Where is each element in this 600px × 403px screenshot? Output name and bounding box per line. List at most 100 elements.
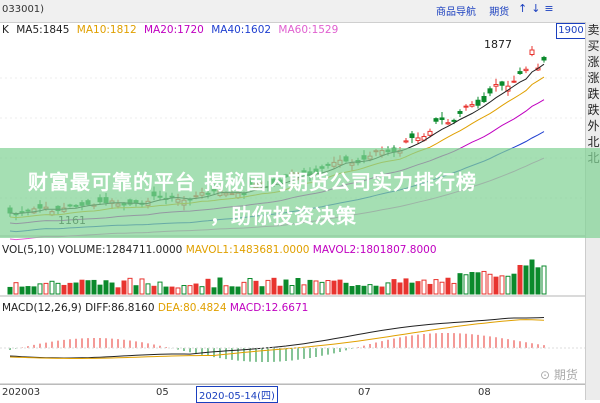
volume-bar: [385, 282, 391, 295]
high-annotation: 1877: [484, 38, 512, 51]
volume-bar: [301, 284, 307, 295]
volume-bar: [139, 278, 145, 295]
volume-bar: [151, 285, 157, 295]
diff-line: [9, 317, 545, 359]
volume-bar: [49, 280, 55, 295]
volume-bar: [481, 270, 487, 295]
volume-bar: [61, 284, 67, 295]
sell-tab[interactable]: 卖: [587, 23, 600, 37]
volume-bar: [223, 285, 229, 295]
candle-body: [523, 68, 529, 72]
candle-body: [469, 104, 475, 107]
volume-bar: [79, 279, 85, 295]
volume-bar: [229, 286, 235, 295]
volume-bar: [463, 274, 469, 295]
volume-bar: [361, 285, 367, 295]
mavol2-value: MAVOL2:1801807.8000: [312, 244, 437, 256]
contract-code: 033001): [2, 4, 45, 15]
ma-legend: K MA5:1845 MA10:1812 MA20:1720 MA40:1602…: [2, 24, 342, 36]
mavol1-value: MAVOL1:1483681.0000: [185, 244, 310, 256]
volume-bar: [499, 275, 505, 295]
volume-bar: [517, 264, 523, 295]
volume-bar: [127, 277, 133, 295]
k-label: K: [2, 24, 9, 36]
volume-bar: [523, 265, 529, 295]
candle-body: [493, 84, 499, 87]
volume-bar: [475, 272, 481, 295]
volume-bar: [211, 287, 217, 295]
volume-bar: [241, 281, 247, 295]
volume-bar: [493, 276, 499, 295]
volume-bar: [355, 285, 361, 295]
candle-body: [445, 122, 451, 125]
volume-bar: [325, 279, 331, 295]
fall-label: 跌: [587, 87, 600, 101]
futures-button[interactable]: 期货: [489, 7, 510, 18]
volume-bar: [115, 287, 121, 295]
volume-bar: [511, 273, 517, 295]
candle-body: [517, 71, 523, 75]
volume-bar: [25, 286, 31, 295]
volume-bar: [277, 285, 283, 295]
volume-bar: [529, 259, 535, 295]
volume-bar: [469, 272, 475, 295]
date-tick-05: 05: [156, 387, 169, 398]
volume-value: VOLUME:1284711.0000: [58, 244, 183, 256]
date-axis: 202003 05 2020-05-14(四) 07 08: [0, 384, 585, 403]
volume-bar: [283, 279, 289, 295]
goods-nav-button[interactable]: 商品导航: [436, 7, 476, 18]
volume-bar: [289, 285, 295, 295]
volume-legend: VOL(5,10) VOLUME:1284711.0000 MAVOL1:148…: [2, 244, 437, 256]
banner-line-1: 财富最可靠的平台 揭秘国内期货公司实力排行榜: [28, 170, 477, 194]
ma20-label: MA20:1720: [143, 24, 204, 36]
candle-body: [499, 81, 505, 86]
price-tag: 1900: [556, 23, 586, 39]
candle-body: [427, 130, 433, 136]
volume-bar: [319, 281, 325, 295]
volume-bar: [505, 275, 511, 295]
volume-bar: [205, 278, 211, 295]
volume-bar: [253, 280, 259, 295]
dea-line: [9, 319, 545, 359]
volume-bar: [175, 287, 181, 295]
volume-bar: [73, 282, 79, 295]
volume-bar: [307, 279, 313, 295]
volume-bar: [457, 273, 463, 295]
buy-tab[interactable]: 买: [587, 39, 600, 53]
top-toolbar: 033001) 商品导航 期货 ↑↓≡: [0, 0, 600, 23]
ma60-label: MA60:1529: [278, 24, 339, 36]
macd-value: MACD:12.6671: [229, 302, 309, 314]
diff-value: DIFF:86.8160: [85, 302, 155, 314]
macd-label: MACD(12,26,9): [2, 302, 82, 314]
candle-body: [433, 118, 439, 122]
volume-bar: [157, 281, 163, 295]
fall-label-2: 跌: [587, 103, 600, 117]
volume-bar: [145, 283, 151, 295]
volume-bar: [85, 280, 91, 295]
volume-bar: [433, 279, 439, 295]
volume-bar: [349, 286, 355, 295]
ad-banner[interactable]: 财富最可靠的平台 揭秘国内期货公司实力排行榜 ，助你投资决策: [0, 148, 600, 238]
volume-bar: [397, 282, 403, 295]
nav-arrows-icon[interactable]: ↑↓≡: [518, 2, 558, 15]
candle-body: [415, 137, 421, 141]
volume-bar: [181, 285, 187, 295]
volume-bar: [487, 273, 493, 295]
volume-bar: [67, 282, 73, 295]
selected-date[interactable]: 2020-05-14(四): [196, 386, 278, 403]
volume-bar: [343, 282, 349, 295]
volume-bar: [97, 284, 103, 295]
date-tick-start: 202003: [2, 387, 41, 398]
north-label: 北: [587, 135, 600, 149]
volume-bar: [55, 282, 61, 295]
volume-bar: [187, 285, 193, 295]
banner-line-2: ，助你投资决策: [210, 204, 357, 228]
volume-bar: [379, 286, 385, 295]
candle-body: [439, 117, 445, 120]
volume-bar: [235, 286, 241, 295]
volume-bar: [13, 282, 19, 295]
volume-bar: [247, 278, 253, 295]
volume-bar: [331, 280, 337, 295]
volume-bar: [265, 279, 271, 295]
volume-bar: [313, 280, 319, 295]
